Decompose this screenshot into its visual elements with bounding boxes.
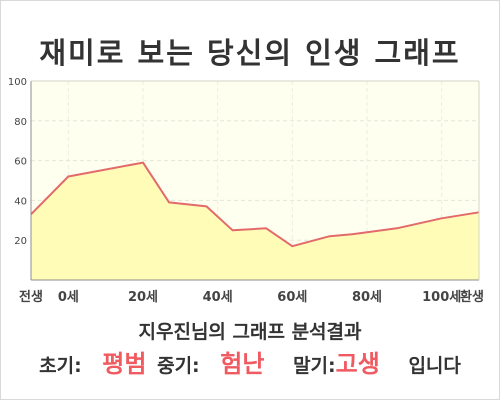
analysis-result: 초기: 평범 중기: 험난 말기:고생 입니다 [0, 344, 500, 384]
y-tick-label: 80 [14, 117, 27, 128]
x-tick-label: 80세 [352, 290, 382, 305]
early-label: 초기: [39, 355, 82, 377]
x-tick-label: 전생 [19, 289, 43, 305]
early-value: 평범 [102, 350, 147, 378]
y-tick-label: 100 [8, 77, 27, 88]
late-value: 고생 [335, 350, 380, 378]
x-tick-label: 20세 [128, 290, 158, 305]
late-label: 말기: [293, 355, 336, 377]
y-tick-label: 60 [14, 157, 27, 168]
x-tick-label: 0세 [58, 290, 79, 305]
result-ending: 입니다 [408, 355, 461, 377]
axes [30, 80, 480, 281]
series-area [31, 162, 479, 280]
middle-label: 중기: [157, 355, 200, 377]
x-tick-label: 40세 [203, 290, 233, 305]
analysis-caption: 지우진님의 그래프 분석결과 [138, 321, 362, 343]
series-line [30, 161, 480, 248]
middle-value: 험난 [220, 350, 265, 378]
x-tick-label: 환생 [460, 289, 484, 305]
x-tick-label: 60세 [277, 290, 307, 305]
x-tick-label: 100세 [422, 290, 461, 305]
y-tick-label: 40 [14, 196, 27, 207]
y-tick-labels: 20 40 60 80 100 [8, 77, 27, 247]
page-title: 재미로 보는 당신의 인생 그래프 [39, 36, 461, 70]
y-tick-label: 20 [14, 236, 27, 247]
